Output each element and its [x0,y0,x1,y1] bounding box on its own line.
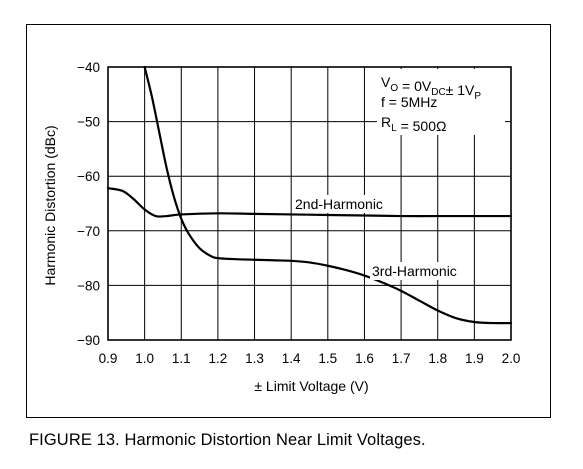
x-tick-label: 1.8 [428,351,447,366]
figure-frame [26,24,551,418]
condition-text: RL = 500Ω [381,114,446,134]
conditions-backing [377,69,505,135]
series-3rd-harmonic-line [143,65,513,325]
x-tick-label: 1.1 [172,351,191,366]
y-tick-label: −80 [77,278,100,293]
series-label-backing [293,195,393,213]
series-label-2nd-harmonic: 2nd-Harmonic [295,196,383,212]
series-2nd-harmonic-line [106,187,513,218]
x-tick-label: 1.4 [282,351,301,366]
plot-border [107,66,512,341]
x-tick-label: 1.9 [465,351,484,366]
y-tick-label: −60 [77,169,100,184]
x-tick-label: 1.3 [245,351,264,366]
x-tick-label: 1.5 [318,351,337,366]
x-tick-label: 1.7 [392,351,411,366]
x-tick-label: 1.2 [209,351,228,366]
x-tick-label: 0.9 [99,351,118,366]
series-label-3rd-harmonic: 3rd-Harmonic [372,263,457,279]
y-axis-label: Harmonic Distortion (dBc) [42,125,58,285]
y-tick-label: −70 [77,224,100,239]
condition-text: VO = 0VDC± 1VP [381,74,481,102]
y-tick-label: −40 [77,60,100,75]
x-tick-label: 1.0 [135,351,154,366]
series-label-backing [370,262,470,280]
y-tick-label: −90 [77,333,100,348]
x-tick-label: 1.6 [355,351,374,366]
x-tick-label: 2.0 [502,351,521,366]
condition-text: f = 5MHz [381,94,437,110]
x-axis-label: ± Limit Voltage (V) [254,378,368,394]
figure-caption: FIGURE 13. Harmonic Distortion Near Limi… [29,431,426,449]
y-tick-label: −50 [77,115,100,130]
